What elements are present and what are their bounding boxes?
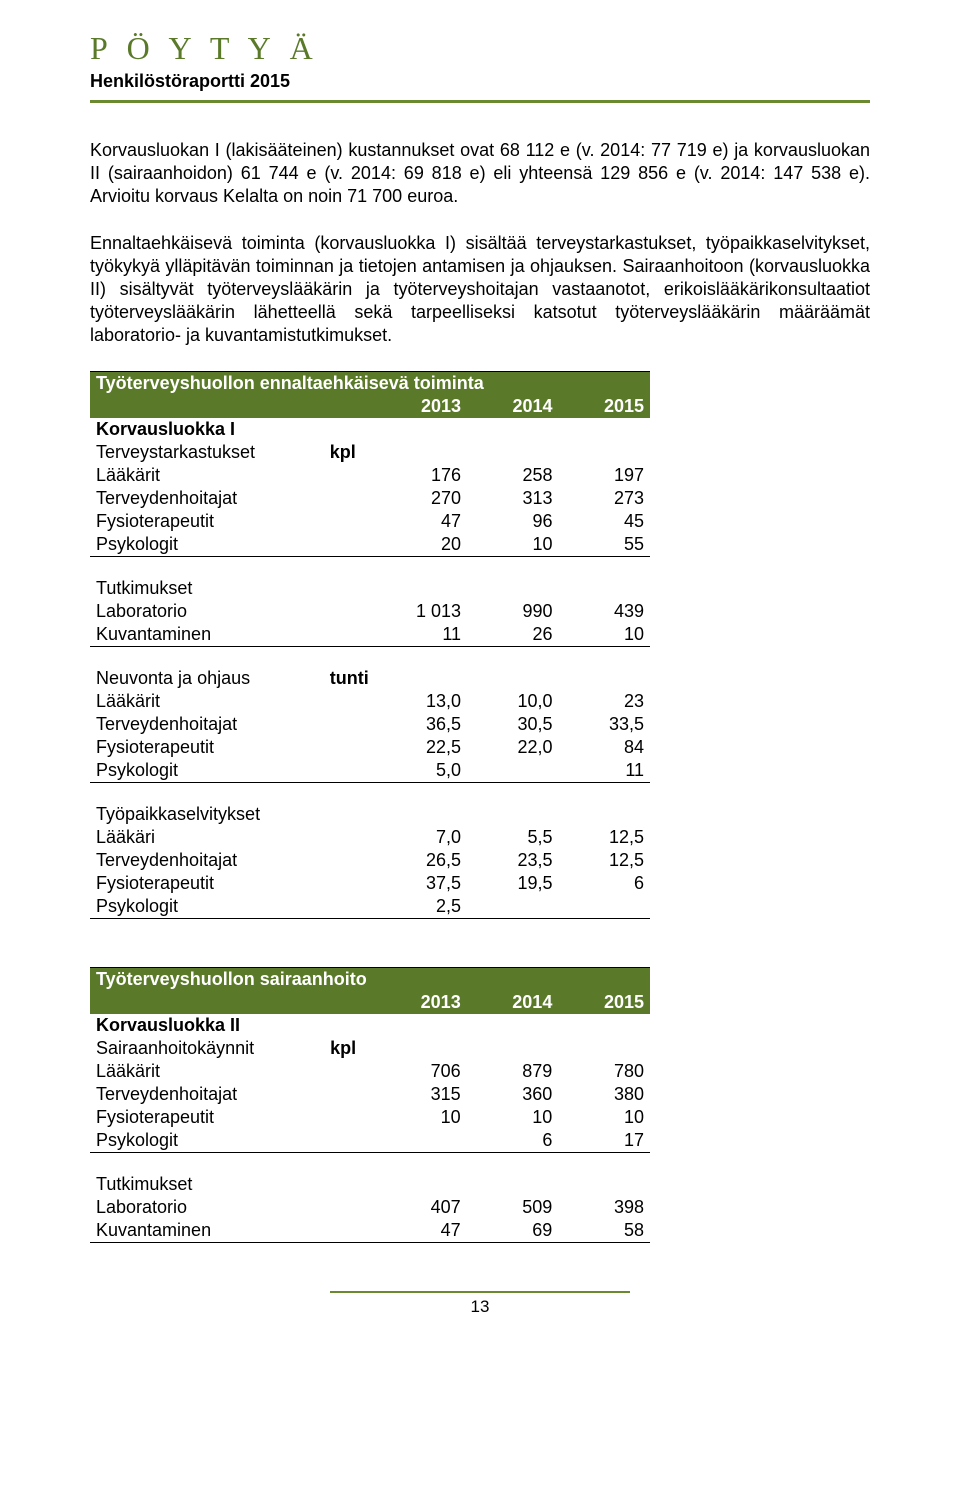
header-rule (90, 100, 870, 103)
table1-title-row: Työterveyshuollon ennaltaehkäisevä toimi… (90, 372, 650, 396)
header-block: P Ö Y T Y Ä Henkilöstöraportti 2015 (90, 30, 870, 92)
table1-terveystarkastukset-head: Terveystarkastukset kpl (90, 441, 650, 464)
table-row: Lääkäri7,05,512,5 (90, 826, 650, 849)
table-row: Terveydenhoitajat315360380 (90, 1083, 650, 1106)
table-row: Lääkärit176258197 (90, 464, 650, 487)
table2-tutkimukset-head: Tutkimukset (90, 1173, 650, 1196)
paragraph-2: Ennaltaehkäisevä toiminta (korvausluokka… (90, 232, 870, 347)
page-number: 13 (90, 1297, 870, 1317)
table1-neuvonta-head: Neuvonta ja ohjaustunti (90, 667, 650, 690)
table-row: Fysioterapeutit101010 (90, 1106, 650, 1129)
table-row: Fysioterapeutit37,519,56 (90, 872, 650, 895)
table-row: Lääkärit13,010,023 (90, 690, 650, 713)
table1-year-2013: 2013 (376, 395, 467, 418)
table2-title: Työterveyshuollon sairaanhoito (90, 968, 650, 992)
document-page: P Ö Y T Y Ä Henkilöstöraportti 2015 Korv… (0, 0, 960, 1357)
table-row: Psykologit617 (90, 1129, 650, 1153)
table-row: Kuvantaminen112610 (90, 623, 650, 647)
table-row: Lääkärit706879780 (90, 1060, 650, 1083)
table-row: Laboratorio407509398 (90, 1196, 650, 1219)
table2-sairaanhoitokaynnit-head: Sairaanhoitokäynnit kpl (90, 1037, 650, 1060)
table1-tps-head: Työpaikkaselvitykset (90, 803, 650, 826)
table-row: Terveydenhoitajat270313273 (90, 487, 650, 510)
report-subtitle: Henkilöstöraportti 2015 (90, 71, 870, 92)
table2-year-2014: 2014 (467, 991, 559, 1014)
table1-year-2015: 2015 (559, 395, 651, 418)
table-row: Kuvantaminen476958 (90, 1219, 650, 1243)
table-row: Terveydenhoitajat36,530,533,5 (90, 713, 650, 736)
table2-year-2013: 2013 (375, 991, 467, 1014)
table1-year-row: 2013 2014 2015 (90, 395, 650, 418)
table1-korvausluokka-head: Korvausluokka I (90, 418, 650, 441)
table-row: Fysioterapeutit479645 (90, 510, 650, 533)
table-row: Psykologit201055 (90, 533, 650, 557)
table2-title-row: Työterveyshuollon sairaanhoito (90, 968, 650, 992)
table-row: Terveydenhoitajat26,523,512,5 (90, 849, 650, 872)
table1-year-2014: 2014 (467, 395, 558, 418)
table-sairaanhoito: Työterveyshuollon sairaanhoito 2013 2014… (90, 967, 650, 1243)
table-row: Fysioterapeutit22,522,084 (90, 736, 650, 759)
table2-korvausluokka-head: Korvausluokka II (90, 1014, 650, 1037)
table1-tutkimukset-head: Tutkimukset (90, 577, 650, 600)
table2-year-row: 2013 2014 2015 (90, 991, 650, 1014)
table-row: Psykologit5,011 (90, 759, 650, 783)
paragraph-1: Korvausluokan I (lakisääteinen) kustannu… (90, 139, 870, 208)
footer-rule (330, 1291, 630, 1293)
table1-title: Työterveyshuollon ennaltaehkäisevä toimi… (90, 372, 650, 396)
table-row: Laboratorio1 013990439 (90, 600, 650, 623)
table2-year-2015: 2015 (558, 991, 650, 1014)
table-ennaltaehkaiseva: Työterveyshuollon ennaltaehkäisevä toimi… (90, 371, 650, 919)
logo-text: P Ö Y T Y Ä (90, 30, 870, 67)
table-row: Psykologit2,5 (90, 895, 650, 919)
